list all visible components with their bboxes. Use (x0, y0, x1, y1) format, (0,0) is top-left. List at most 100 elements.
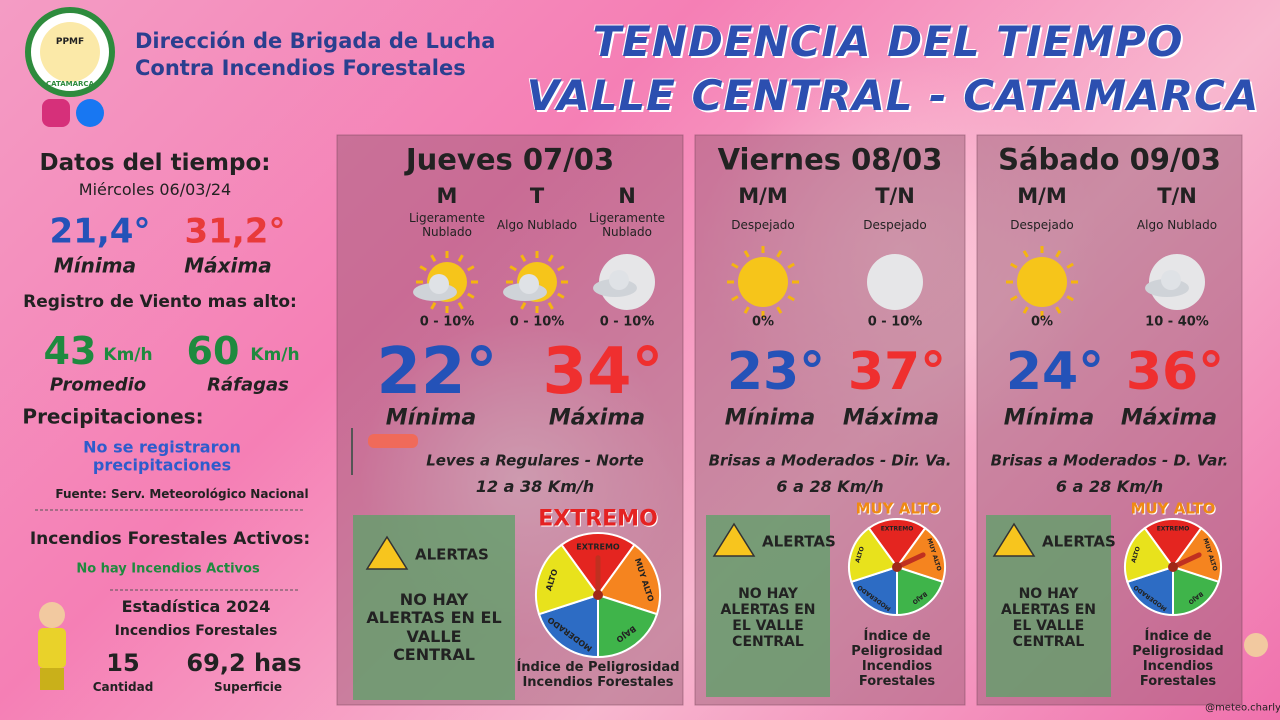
label: Máxima (842, 405, 940, 431)
sun-ray (1066, 295, 1074, 302)
facebook-icon (76, 99, 104, 127)
figure-body (38, 628, 66, 668)
logo-place: CATAMARCA (46, 79, 94, 88)
period-label: N (618, 183, 636, 208)
count: 15 (106, 649, 140, 678)
alert-text: NO HAY ALERTAS EN EL VALLE CENTRAL (366, 590, 502, 665)
alert-text: NO HAY ALERTAS EN EL VALLE CENTRAL (720, 585, 816, 651)
label: Máxima (548, 405, 646, 431)
precip: 0 - 10% (867, 314, 923, 330)
danger-level: MUY ALTO (1130, 499, 1216, 518)
unit: Km/h (250, 345, 300, 366)
wind: Brisas a Moderados - D. Var. (990, 451, 1229, 470)
sun-ray (509, 265, 517, 272)
heading: Datos del tiempo: (39, 149, 271, 176)
gauge-sector (1172, 565, 1220, 617)
gauge-sector (896, 565, 944, 617)
gauge-label: EXTREMO (880, 525, 914, 533)
moon (867, 254, 923, 310)
alert-box (353, 515, 515, 700)
gauge-sector (597, 593, 659, 659)
org-line: Dirección de Brigada de Lucha (135, 28, 496, 53)
gauge-sector (867, 518, 927, 569)
gauge-sector (537, 593, 599, 659)
sun-ray (419, 265, 427, 272)
period-label: M (436, 183, 458, 208)
sky-text: Ligeramente Nublado (408, 211, 486, 239)
area: 69,2 has (186, 649, 302, 678)
title: VALLE CENTRAL - CATAMARCA (526, 70, 1260, 120)
label: Cantidad (92, 680, 154, 695)
temp-max: 36° (1125, 342, 1225, 403)
sun-ray (520, 302, 527, 310)
wind-value: 43 (43, 329, 97, 374)
sky-text: Algo Nublado (496, 218, 578, 233)
label: Máxima (1120, 405, 1218, 431)
gauge-hub (892, 562, 902, 572)
sun-ray (457, 254, 464, 262)
precip-text: No se registraron precipitaciones (83, 437, 241, 475)
label: Ráfagas (207, 374, 289, 396)
precip: 0 - 10% (599, 314, 655, 330)
label: Mínima (385, 405, 477, 431)
alert-icon (992, 522, 1036, 557)
avatar (1244, 633, 1268, 657)
danger-level: MUY ALTO (855, 499, 941, 518)
sun-ray (787, 262, 795, 269)
period-label: T (529, 183, 545, 208)
alert-icon (712, 522, 756, 557)
period-label: T/N (875, 183, 915, 208)
wind: Leves a Regulares - Norte (426, 451, 644, 470)
wind-speed: 6 a 28 Km/h (776, 476, 884, 496)
temp-max: 34° (542, 335, 664, 410)
index-label: Índice de Peligrosidad Incendios Foresta… (516, 660, 680, 690)
wind-speed: 6 a 28 Km/h (1055, 476, 1164, 496)
precip: 10 - 40% (1145, 314, 1209, 330)
sun-ray (1066, 262, 1074, 269)
sun-ray (1055, 250, 1062, 258)
sun-ray (743, 306, 750, 314)
sun-ray (787, 295, 795, 302)
logo-inner (40, 22, 100, 82)
alert-icon (365, 535, 409, 570)
sun-ray (547, 302, 554, 310)
sun-ray (457, 302, 464, 310)
precip: 0% (751, 314, 775, 330)
day-name: Jueves 07/03 (405, 142, 615, 177)
cloud (519, 274, 539, 294)
instagram-icon (42, 99, 70, 127)
figure-head (39, 602, 65, 628)
windsock (368, 434, 418, 448)
sub: Incendios Forestales (114, 622, 278, 639)
sun-ray (557, 265, 565, 272)
label: Promedio (49, 374, 147, 396)
sun-ray (1010, 295, 1018, 302)
label: Mínima (724, 405, 816, 431)
sun-ray (467, 292, 475, 299)
sun-ray (557, 292, 565, 299)
sun (1017, 257, 1067, 307)
gauge-sector (848, 526, 899, 584)
label: Máxima (184, 253, 272, 278)
date: Miércoles 06/03/24 (78, 179, 232, 199)
sun-ray (1022, 306, 1029, 314)
label: Superficie (213, 680, 283, 695)
gauge-hub (593, 590, 603, 600)
temp-min: 23° (726, 342, 826, 403)
precip: 0 - 10% (419, 314, 475, 330)
danger-level: EXTREMO (538, 506, 658, 532)
heading: Precipitaciones: (22, 404, 204, 429)
sun-ray (776, 306, 783, 314)
credit: @meteo.charly (1205, 702, 1280, 714)
label: Mínima (1003, 405, 1095, 431)
sun-ray (1055, 306, 1062, 314)
org-line: Contra Incendios Forestales (135, 55, 466, 80)
alert-text: NO HAY ALERTAS EN EL VALLE CENTRAL (1000, 585, 1096, 651)
sky-text: Despejado (1010, 218, 1074, 233)
sun-ray (731, 262, 739, 269)
period-label: M/M (738, 183, 788, 208)
label: Mínima (53, 253, 137, 278)
logo-text: PPMF (55, 36, 85, 47)
